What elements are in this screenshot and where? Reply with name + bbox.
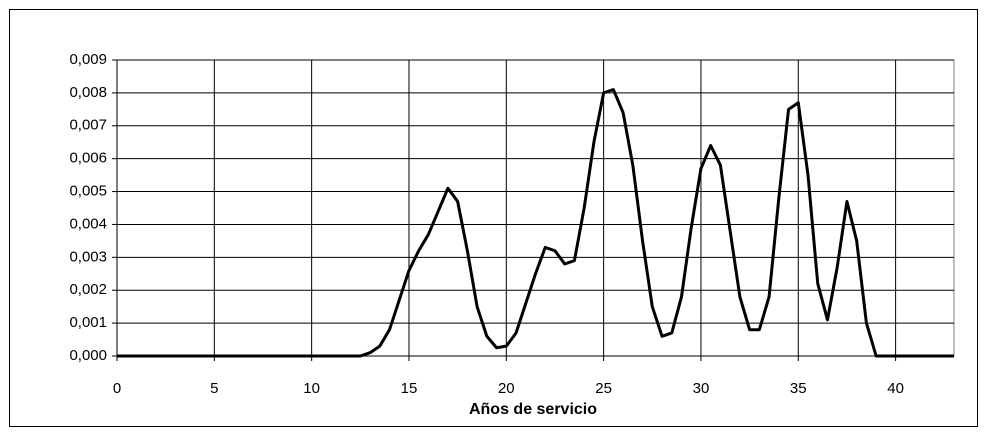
line <box>117 88 954 358</box>
x-tick-label: 0 <box>113 380 121 397</box>
x-tick-label: 15 <box>401 380 418 397</box>
plot-area <box>116 59 955 357</box>
x-tick-label: 40 <box>887 380 904 397</box>
y-tick-label: 0,007 <box>69 117 107 134</box>
y-tick-label: 0,001 <box>69 314 107 331</box>
x-tick-label: 20 <box>498 380 515 397</box>
x-tick-label: 5 <box>210 380 218 397</box>
y-tick-label: 0,004 <box>69 215 107 232</box>
y-tick-label: 0,005 <box>69 183 107 200</box>
x-tick-label: 25 <box>595 380 612 397</box>
y-tick-label: 0,000 <box>69 347 107 364</box>
x-axis-label: Años de servicio <box>469 401 597 418</box>
y-tick-label: 0,006 <box>69 150 107 167</box>
y-tick-label: 0,002 <box>69 281 107 298</box>
x-tick-label: 10 <box>303 380 320 397</box>
y-tick-label: 0,009 <box>69 51 107 68</box>
x-tick-label: 35 <box>790 380 807 397</box>
y-tick-label: 0,003 <box>69 248 107 265</box>
y-tick-label: 0,008 <box>69 84 107 101</box>
x-tick-label: 30 <box>693 380 710 397</box>
